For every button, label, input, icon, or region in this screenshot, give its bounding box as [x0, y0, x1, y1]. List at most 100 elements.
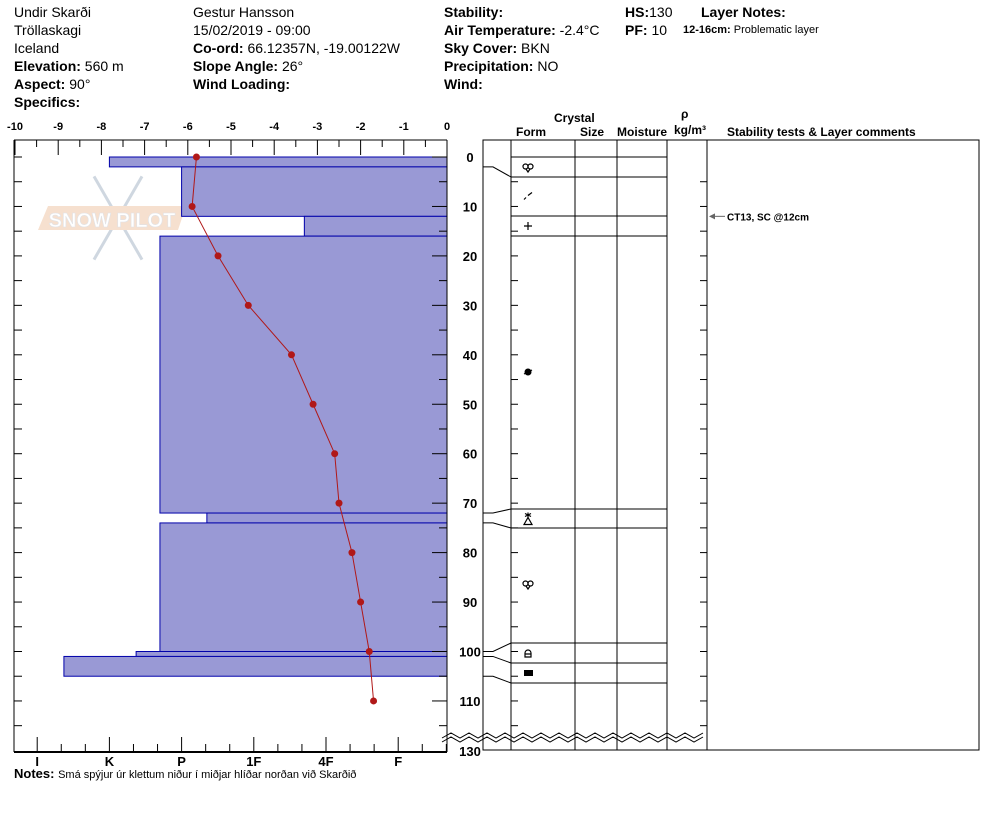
datetime: 15/02/2019 - 09:00: [193, 22, 311, 38]
faceted-rounding-icon: [524, 649, 532, 658]
temp-tick-label: -3: [313, 121, 323, 133]
precip-value: NO: [537, 58, 559, 74]
circle: [522, 580, 529, 587]
stability-label: Stability:: [444, 4, 504, 20]
hardness-tick-label: P: [177, 754, 186, 769]
temperature-point: [244, 301, 252, 309]
size-header: Size: [580, 125, 605, 139]
elevation: Elevation: 560 m: [14, 58, 124, 74]
line: [523, 369, 533, 375]
sky-cover: Sky Cover: BKN: [444, 40, 550, 56]
snowpilot-watermark: SNOW PILOT: [38, 175, 186, 261]
watermark-banner: [38, 206, 186, 230]
crystal-header: Crystal: [554, 111, 595, 125]
layer-note: 12-16cm: Problematic layer: [683, 24, 819, 36]
temp-tick-label: -4: [269, 121, 280, 133]
temp-tick-label: -8: [97, 121, 107, 133]
hardness-layer-bar: [159, 235, 448, 514]
circle: [522, 163, 529, 170]
depth-tick-label: 80: [463, 546, 477, 561]
observer: Gestur Hansson: [193, 4, 295, 20]
coord-label: Co-ord:: [193, 40, 244, 56]
pf-label: PF:: [625, 22, 648, 38]
wind-loading-label: Wind Loading:: [193, 76, 291, 92]
layer-note-range: 12-16cm:: [683, 24, 731, 36]
depth-tick-label: 30: [463, 298, 477, 313]
bar: [524, 670, 533, 676]
hardness-tick-label: F: [394, 754, 402, 769]
slope-value: 26°: [281, 58, 304, 74]
temperature-point: [370, 697, 378, 705]
depth-tick-label: 10: [463, 199, 477, 214]
slope-label: Slope Angle:: [193, 58, 279, 74]
hardness-layer-bar: [181, 166, 448, 217]
pf: PF: 10: [625, 22, 667, 38]
air-temp-label: Air Temperature:: [444, 22, 556, 38]
hardness-layer-bar: [159, 522, 448, 652]
star: [524, 512, 532, 518]
temperature-point: [365, 648, 373, 655]
temp-tick-label: -10: [7, 121, 23, 133]
temp-tick-label: -1: [399, 121, 409, 133]
axis-break-zigzag: [441, 736, 704, 743]
circle: [527, 580, 534, 587]
moisture-header: Moisture: [617, 125, 668, 139]
notes-label: Notes:: [14, 766, 55, 781]
region: Tröllaskagi: [14, 22, 82, 38]
depth-tick-label: 90: [463, 595, 477, 610]
decomposed-icon: [523, 192, 533, 200]
precipitation-icon: [524, 222, 532, 230]
melt-freeze-icon: [523, 368, 533, 376]
depth-tick-label: 20: [463, 249, 477, 264]
stability-test-label: CT13, SC @12cm: [727, 212, 809, 223]
depth-tick-label: 110: [460, 694, 481, 709]
layer-note-text: Problematic layer: [733, 24, 819, 36]
coord-value: 66.12357N, -19.00122W: [247, 40, 400, 56]
temperature-line: [191, 156, 375, 701]
location: Undir Skarði: [14, 4, 92, 20]
hardness-layer-bar: [206, 512, 448, 524]
surface-hoar-depth-hoar-icon: [522, 512, 534, 526]
slope: Slope Angle: 26°: [193, 58, 303, 74]
country: Iceland: [14, 40, 60, 56]
hs: HS:130: [625, 4, 672, 20]
layer-connector: [483, 642, 512, 652]
temperature-point: [357, 598, 365, 606]
notes: Notes: Smá spýjur úr klettum niður í mið…: [14, 766, 356, 781]
hardness-layer-bar: [63, 655, 448, 677]
precip-label: Precipitation:: [444, 58, 534, 74]
aspect: Aspect: 90°: [14, 76, 90, 92]
hs-label: HS:: [625, 4, 650, 20]
temperature-point: [348, 549, 356, 557]
circle: [527, 163, 534, 170]
elevation-value: 560 m: [84, 58, 124, 74]
hs-value: 130: [649, 4, 673, 20]
plus: [524, 222, 532, 230]
notes-text: Smá spýjur úr klettum niður í miðjar hlí…: [58, 769, 357, 781]
temperature-point: [188, 202, 196, 210]
temp-tick-label: -6: [183, 121, 193, 133]
layer-connector: [483, 675, 512, 684]
point: [525, 585, 531, 591]
sky-value: BKN: [521, 40, 550, 56]
layer-connector: [483, 522, 512, 529]
temp-tick-label: 0: [444, 121, 450, 133]
ice-layer-icon: [524, 670, 533, 676]
strokes: [523, 192, 533, 200]
depth-tick-label: 50: [463, 397, 477, 412]
rounded-faceted-icon: [522, 163, 534, 174]
aspect-label: Aspect:: [14, 76, 66, 92]
layer-connector: [483, 508, 512, 514]
temperature-point: [331, 450, 339, 458]
depth-tick-label: 70: [463, 496, 477, 511]
temperature-point: [214, 252, 222, 260]
arch: [524, 649, 532, 658]
temperature-point: [309, 400, 317, 408]
pf-value: 10: [651, 22, 668, 38]
sky-label: Sky Cover:: [444, 40, 518, 56]
temperature-point: [287, 351, 295, 359]
air-temp-value: -2.4°C: [559, 22, 600, 38]
triangle: [522, 516, 534, 526]
